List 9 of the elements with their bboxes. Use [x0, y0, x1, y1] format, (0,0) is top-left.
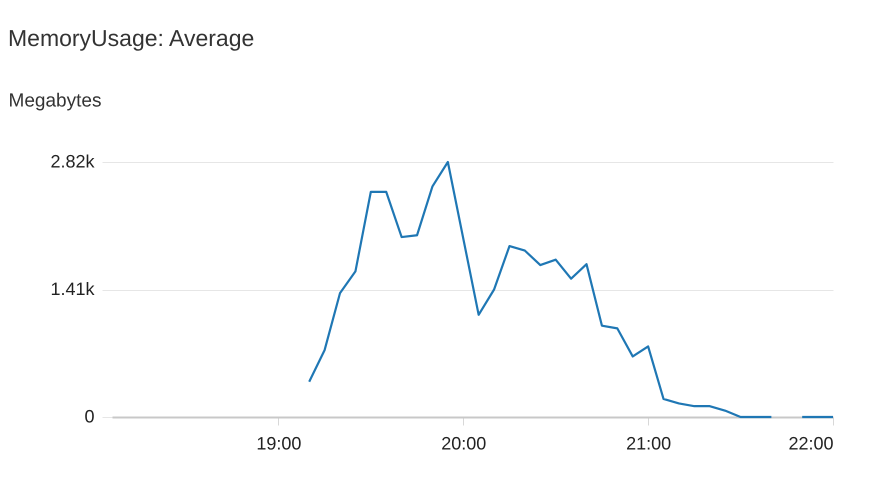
- y-tick-label: 1.41k: [50, 279, 96, 299]
- chart-title: MemoryUsage: Average: [8, 25, 254, 51]
- x-tick-label: 21:00: [626, 434, 672, 454]
- y-axis-title: Megabytes: [8, 90, 102, 112]
- y-tick-label: 2.82k: [50, 152, 96, 172]
- y-tick-label: 0: [84, 406, 94, 426]
- x-tick-label: 20:00: [441, 434, 486, 454]
- x-tick-label: 22:00: [788, 434, 834, 454]
- x-tick-label: 19:00: [256, 434, 302, 454]
